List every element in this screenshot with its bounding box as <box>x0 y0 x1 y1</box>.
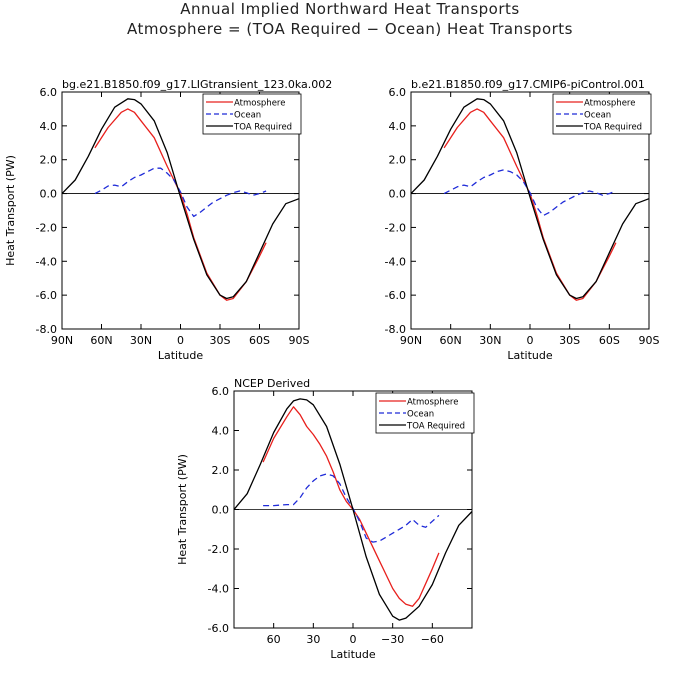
y-tick-label: -4.0 <box>385 255 406 268</box>
y-tick-label: -6.0 <box>36 289 57 302</box>
chart-panel-ncep-derived: NCEP Derived 6.0 4.0 2.0 0.0 -2.0 -4.0 -6.0 60 30… <box>176 377 475 661</box>
x-tick-label: 30N <box>479 334 501 347</box>
y-tick-label: 0.0 <box>389 188 407 201</box>
x-tick-label: 0 <box>527 334 534 347</box>
y-tick-label: 4.0 <box>40 120 58 133</box>
series-line-toa-required <box>410 98 650 300</box>
y-tick-label: 0.0 <box>40 188 58 201</box>
x-tick-label: 30S <box>210 334 231 347</box>
y-tick-label: 6.0 <box>389 86 407 99</box>
x-tick-label: −30 <box>381 633 404 646</box>
x-tick-label: −60 <box>421 633 444 646</box>
y-tick-label: -8.0 <box>385 323 406 336</box>
y-tick-label: -4.0 <box>36 255 57 268</box>
series-line-ocean <box>94 167 267 218</box>
y-tick-label: 4.0 <box>389 120 407 133</box>
x-tick-label: 60S <box>599 334 620 347</box>
x-tick-label: 90S <box>289 334 310 347</box>
figure-title-line-2: Atmosphere = (TOA Required − Ocean) Heat… <box>126 20 573 38</box>
legend-label: TOA Required <box>583 123 642 133</box>
x-tick-label: 90N <box>400 334 422 347</box>
chart-panel-lig-transient: bg.e21.B1850.f09_g17.LIGtransient_123.0k… <box>4 78 332 362</box>
x-tick-label: 30 <box>306 633 320 646</box>
x-axis-label: Latitude <box>330 648 376 661</box>
legend-box <box>552 93 652 135</box>
x-tick-label: 60N <box>90 334 112 347</box>
series-line-atmosphere <box>262 406 440 607</box>
y-tick-label: 2.0 <box>212 464 230 477</box>
x-tick-label: 60S <box>249 334 270 347</box>
series-line-atmosphere <box>443 108 617 301</box>
y-axis-label: Heat Transport (PW) <box>4 155 17 266</box>
y-tick-label: -6.0 <box>385 289 406 302</box>
chart-panel-piControl: b.e21.B1850.f09_g17.CMIP6-piControl.001 6… <box>385 78 660 362</box>
x-tick-label: 60 <box>267 633 281 646</box>
legend-label: Atmosphere <box>584 99 635 109</box>
x-tick-label: 60N <box>440 334 462 347</box>
y-tick-label: 6.0 <box>212 385 230 398</box>
legend-box <box>375 392 475 434</box>
y-tick-label: -2.0 <box>208 543 229 556</box>
x-tick-label: 0 <box>177 334 184 347</box>
x-tick-label: 90S <box>639 334 660 347</box>
x-tick-label: 30S <box>559 334 580 347</box>
series-line-atmosphere <box>94 108 267 301</box>
x-tick-label: 30N <box>130 334 152 347</box>
legend-label: Ocean <box>234 111 261 121</box>
y-tick-label: 6.0 <box>40 86 58 99</box>
y-axis-label: Heat Transport (PW) <box>176 454 189 565</box>
series-line-toa-required <box>233 398 473 621</box>
panel-title: b.e21.B1850.f09_g17.CMIP6-piControl.001 <box>411 78 645 91</box>
legend-label: TOA Required <box>233 123 292 133</box>
legend-label: Ocean <box>584 111 611 121</box>
y-tick-label: 4.0 <box>212 425 230 438</box>
y-tick-label: 0.0 <box>212 504 230 517</box>
series-line-ocean <box>263 473 440 543</box>
legend-label: Atmosphere <box>407 398 458 408</box>
series-line-ocean <box>443 169 617 217</box>
panel-title: bg.e21.B1850.f09_g17.LIGtransient_123.0k… <box>62 78 332 91</box>
y-tick-label: 2.0 <box>40 154 58 167</box>
x-tick-label: 0 <box>350 633 357 646</box>
y-tick-label: -6.0 <box>208 622 229 635</box>
y-tick-label: -2.0 <box>36 221 57 234</box>
legend-label: Atmosphere <box>234 99 285 109</box>
legend-label: Ocean <box>407 410 434 420</box>
x-axis-label: Latitude <box>507 349 553 362</box>
y-tick-label: -4.0 <box>208 583 229 596</box>
legend-box <box>202 93 302 135</box>
panel-title: NCEP Derived <box>234 377 310 390</box>
legend-label: TOA Required <box>406 422 465 432</box>
y-tick-label: -8.0 <box>36 323 57 336</box>
x-axis-label: Latitude <box>158 349 204 362</box>
y-tick-label: 2.0 <box>389 154 407 167</box>
y-tick-label: -2.0 <box>385 221 406 234</box>
x-tick-label: 90N <box>51 334 73 347</box>
series-line-toa-required <box>61 98 300 300</box>
figure-title-line-1: Annual Implied Northward Heat Transports <box>180 0 520 18</box>
